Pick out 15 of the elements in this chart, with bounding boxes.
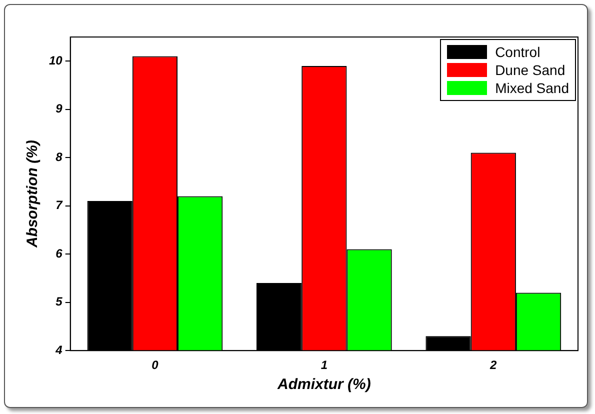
legend-label: Mixed Sand bbox=[495, 80, 569, 96]
legend-label: Dune Sand bbox=[495, 62, 566, 78]
x-tick-label: 1 bbox=[320, 358, 328, 372]
legend-label: Control bbox=[495, 44, 540, 60]
y-tick-label: 7 bbox=[56, 198, 64, 212]
y-tick-label: 9 bbox=[56, 102, 63, 116]
y-axis-title: Absorption (%) bbox=[24, 140, 42, 249]
x-tick-label: 2 bbox=[489, 358, 498, 372]
y-tick-label: 6 bbox=[56, 246, 63, 260]
y-tick-label: 4 bbox=[54, 342, 63, 357]
y-tick-label: 5 bbox=[56, 294, 63, 309]
x-axis-title: Admixtur (%) bbox=[276, 376, 371, 394]
x-tick-label: 0 bbox=[152, 358, 159, 372]
y-tick-label: 10 bbox=[48, 53, 63, 68]
y-tick-label: 8 bbox=[56, 150, 63, 164]
